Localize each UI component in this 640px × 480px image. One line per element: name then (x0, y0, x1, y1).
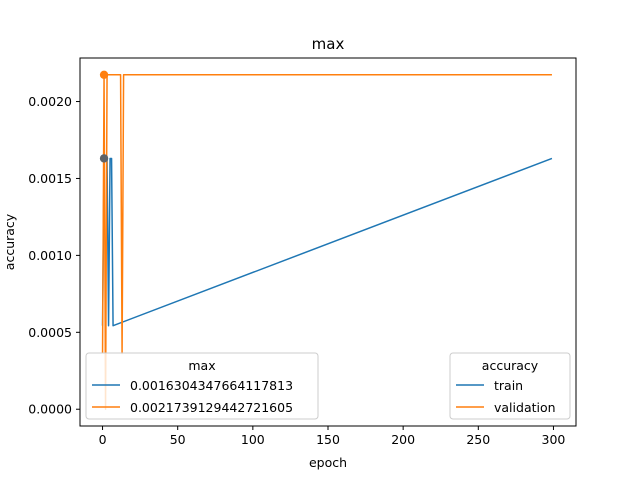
x-tick-label: 0 (99, 432, 107, 447)
legend-accuracy-entry-train: train (494, 378, 523, 393)
legend-accuracy: accuracy train validation (449, 352, 571, 420)
legend-max-entry-train: 0.0016304347664117813 (130, 378, 293, 393)
legend-accuracy-frame (449, 352, 571, 420)
y-tick-label: 0.0000 (28, 402, 72, 417)
x-tick-label: 200 (391, 432, 415, 447)
axes: 0 50 100 150 200 250 300 0.0000 0.0005 0.0010 0.00… (28, 57, 577, 447)
max-marker-validation (99, 70, 109, 79)
plot-area (99, 70, 553, 410)
legend-max-entry-validation: 0.0021739129442721605 (130, 400, 293, 415)
series-line-validation (101, 74, 552, 410)
legend-max-title: max (188, 358, 215, 373)
legend-accuracy-entry-validation: validation (494, 400, 556, 415)
y-tick-label: 0.0015 (28, 171, 72, 186)
x-tick-label: 100 (241, 432, 265, 447)
legend-max: max 0.0016304347664117813 0.002173912944… (85, 352, 319, 420)
legend-max-frame (85, 352, 319, 420)
max-marker-train (99, 154, 109, 163)
legend-accuracy-title: accuracy (482, 358, 539, 373)
x-tick-label: 150 (316, 432, 340, 447)
chart-title: max (312, 35, 345, 53)
x-axis-label: epoch (309, 455, 347, 470)
y-tick-label: 0.0020 (28, 94, 72, 109)
y-tick-label: 0.0010 (28, 248, 72, 263)
y-tick-label: 0.0005 (28, 325, 72, 340)
y-axis-label: accuracy (2, 213, 17, 270)
x-tick-label: 50 (170, 432, 186, 447)
x-tick-label: 250 (466, 432, 490, 447)
x-tick-label: 300 (542, 432, 566, 447)
